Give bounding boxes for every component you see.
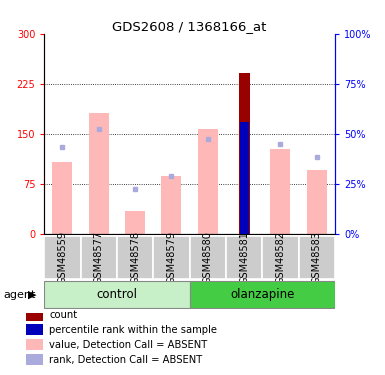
Text: control: control (97, 288, 137, 301)
Text: agent: agent (4, 290, 36, 300)
Bar (26, 339, 44, 350)
FancyBboxPatch shape (81, 236, 117, 279)
FancyBboxPatch shape (44, 281, 189, 308)
FancyBboxPatch shape (44, 236, 80, 279)
FancyBboxPatch shape (190, 281, 335, 308)
Text: count: count (49, 310, 77, 320)
Text: GSM48579: GSM48579 (166, 231, 176, 284)
Text: olanzapine: olanzapine (230, 288, 295, 301)
Bar (52, 162, 72, 234)
Text: percentile rank within the sample: percentile rank within the sample (49, 325, 218, 335)
Title: GDS2608 / 1368166_at: GDS2608 / 1368166_at (112, 20, 267, 33)
Text: GSM48580: GSM48580 (203, 231, 213, 284)
Text: rank, Detection Call = ABSENT: rank, Detection Call = ABSENT (49, 354, 203, 364)
Bar (161, 176, 181, 234)
Bar (198, 129, 218, 234)
Bar (125, 211, 145, 234)
Text: GSM48559: GSM48559 (57, 231, 67, 284)
Text: GSM48583: GSM48583 (312, 231, 322, 284)
Bar (26, 309, 44, 321)
Text: GSM48582: GSM48582 (275, 231, 285, 284)
Bar (307, 170, 327, 234)
FancyBboxPatch shape (226, 236, 262, 279)
Bar (26, 324, 44, 335)
Text: ▶: ▶ (28, 290, 36, 300)
Bar (270, 149, 290, 234)
Text: GSM48581: GSM48581 (239, 231, 249, 284)
Text: GSM48578: GSM48578 (130, 231, 140, 284)
FancyBboxPatch shape (153, 236, 189, 279)
FancyBboxPatch shape (190, 236, 226, 279)
Bar (239, 72, 249, 234)
Text: GSM48577: GSM48577 (94, 231, 104, 284)
Bar (26, 354, 44, 365)
Bar (89, 112, 109, 234)
Bar (239, 122, 249, 234)
FancyBboxPatch shape (262, 236, 298, 279)
FancyBboxPatch shape (117, 236, 153, 279)
FancyBboxPatch shape (299, 236, 335, 279)
Text: value, Detection Call = ABSENT: value, Detection Call = ABSENT (49, 340, 208, 350)
